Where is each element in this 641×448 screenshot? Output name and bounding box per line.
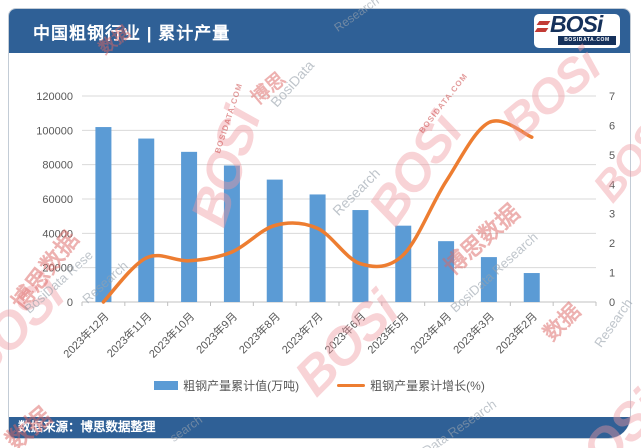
chart-title: 中国粗钢行业 | 累计产量 [33, 23, 231, 43]
logo-wordmark: BOSi [550, 14, 603, 37]
data-source: 数据来源：博思数据整理 [18, 420, 156, 434]
logo-domain: BOSIDATA.COM [558, 36, 616, 45]
legend-line-swatch-icon [337, 383, 366, 388]
right-axis-label: 1 [609, 268, 615, 280]
chart-card: 中国粗钢行业 | 累计产量 BOSi BOSIDATA.COM 120000 10… [8, 8, 631, 439]
x-axis-label: 2023年6月 [321, 309, 368, 356]
combo-chart: 120000 100000 80000 60000 40000 20000 0 7 6 5 4 3 2 1… [36, 91, 615, 361]
chart-footer: 数据来源：博思数据整理 [9, 417, 630, 438]
right-axis-label: 6 [609, 120, 615, 132]
right-axis-label: 2 [609, 238, 615, 250]
bar [266, 179, 283, 302]
legend-bar-label: 粗钢产量累计值(万吨) [183, 379, 300, 393]
legend-item-bars: 粗钢产量累计值(万吨) [154, 377, 299, 394]
bar [438, 241, 455, 302]
left-axis-label: 40000 [42, 228, 73, 240]
bar [309, 194, 326, 302]
x-axis-label: 2023年5月 [364, 309, 411, 356]
legend-line-label: 粗钢产量累计增长(%) [370, 379, 485, 393]
left-axis-label: 120000 [36, 91, 73, 103]
x-axis-label: 2023年10月 [146, 309, 197, 360]
bar [480, 257, 497, 302]
left-axis-label: 0 [67, 297, 73, 309]
bar [352, 210, 369, 302]
legend-item-line: 粗钢产量累计增长(%) [337, 377, 485, 394]
x-axis-label: 2023年8月 [236, 309, 283, 356]
legend-bar-swatch-icon [154, 381, 179, 390]
right-axis-label: 7 [609, 91, 615, 103]
left-axis-label: 80000 [42, 160, 73, 172]
right-axis-label: 4 [609, 179, 615, 191]
x-axis-label: 2023年9月 [193, 309, 240, 356]
bar [181, 151, 198, 302]
bar [223, 165, 240, 302]
x-axis-label: 2023年3月 [450, 309, 497, 356]
chart-header: 中国粗钢行业 | 累计产量 BOSi BOSIDATA.COM [9, 9, 630, 53]
right-axis-label: 3 [609, 209, 615, 221]
chart-legend: 粗钢产量累计值(万吨) 粗钢产量累计增长(%) [9, 377, 630, 394]
left-axis-label: 20000 [42, 263, 73, 275]
bar [395, 225, 412, 302]
right-axis-label: 5 [609, 150, 615, 162]
x-axis-label: 2023年4月 [407, 309, 454, 356]
bar [138, 138, 155, 302]
left-axis-label: 60000 [42, 194, 73, 206]
x-axis-label: 2023年12月 [60, 309, 111, 360]
left-axis-label: 100000 [36, 125, 73, 137]
x-axis-label: 2023年7月 [279, 309, 326, 356]
x-axis-label: 2023年2月 [493, 309, 540, 356]
trend-line [101, 119, 534, 304]
bar [523, 273, 540, 302]
right-axis-label: 0 [609, 297, 615, 309]
bar [95, 127, 112, 303]
bosidata-logo: BOSi BOSIDATA.COM [534, 14, 620, 48]
